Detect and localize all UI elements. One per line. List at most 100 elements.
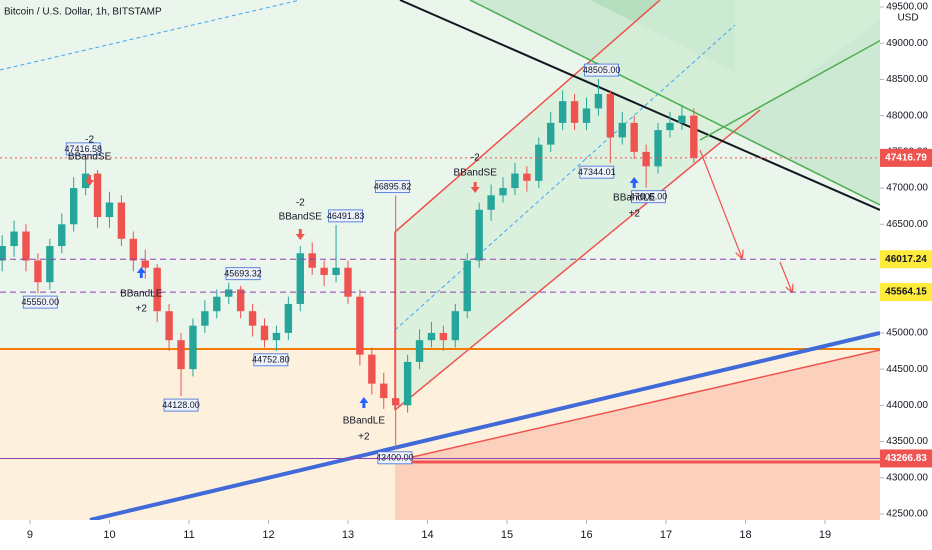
signal-label: BBandLE [120,289,163,300]
candle-body [332,267,340,275]
candle-body [34,260,42,283]
price-label: 46017.24 [885,254,927,265]
signal-qty: +2 [628,209,640,220]
candle-body [58,224,66,247]
price-label-bg [880,283,932,302]
projection-arrow [699,149,742,258]
callout-label: 47416.58 [64,144,102,154]
x-tick-label: 14 [421,529,433,541]
signal-arrow [136,267,146,278]
candle-body [272,332,281,341]
y-tick-label: 48000.00 [886,110,928,121]
callout-box [584,63,619,77]
price-label-bg [880,449,932,468]
callout-box [377,451,413,465]
candle-body [177,340,185,370]
candle-body [46,246,54,283]
callout-box [579,165,615,179]
signal-qty: -2 [85,135,94,146]
signal-label: BBandLE [343,416,386,427]
candle-body [320,267,328,275]
price-label: 47416.79 [885,153,927,164]
y-tick-label: 49000.00 [886,38,928,49]
candle-body [70,188,78,225]
candle-body [344,267,352,297]
x-tick-label: 16 [580,529,592,541]
signal-arrow [470,182,480,193]
signal-qty: +2 [136,304,148,315]
zone-salmon [395,350,880,520]
x-tick-label: 17 [660,529,672,541]
candle-body [415,340,424,362]
callout-label: 44752.80 [252,355,290,365]
candle-body [666,122,674,131]
y-tick-label: 45000.00 [886,328,928,339]
callout-label: 45693.32 [224,269,262,279]
channel-lower [394,109,761,411]
candle-body [511,173,519,189]
callout-label: 46895.82 [374,181,412,191]
callout-box [65,142,101,156]
candle-body [248,311,257,326]
x-tick-label: 11 [183,529,194,541]
signal-label: BBandSE [279,212,323,223]
y-tick-label: 43500.00 [886,436,928,447]
candle-body [403,361,412,406]
candle-body [284,303,293,333]
y-tick-label: 42500.00 [886,509,928,520]
price-label: 45564.15 [885,287,927,298]
candle-body [308,253,316,268]
candle-body [439,332,448,341]
candle-body [213,296,221,312]
callout-box [631,190,666,204]
candle-body [81,173,90,189]
callout-label: 43400.00 [376,453,414,463]
candle-body [642,151,650,167]
y-tick-label: 46500.00 [886,219,928,230]
channel-upper [394,0,661,233]
candle-body [475,209,483,261]
callout-box [22,295,58,309]
candle-body [189,325,197,370]
x-tick-label: 13 [342,529,354,541]
x-tick-label: 10 [103,529,115,541]
candle-body [558,101,567,123]
y-tick-label: 43000.00 [886,472,928,483]
candle-body [260,325,269,341]
callout-label: 44128.00 [162,400,200,410]
channel-fill [395,0,880,410]
channel-mid [394,24,736,331]
candle-body [451,311,460,341]
callout-label: 45550.00 [22,297,60,307]
x-tick-label: 9 [27,529,33,541]
signal-arrow [85,175,95,186]
drawings [0,0,880,520]
candle-body [535,144,543,181]
candle-body [463,260,471,312]
callout-label: 48505.00 [583,65,621,75]
red-support [394,349,880,462]
candle-body [117,202,126,239]
price-label-bg [880,148,932,167]
callout-box [253,353,289,367]
candle-body [582,108,591,123]
y-tick-label: 47000.00 [886,183,928,194]
x-tick-label: 19 [819,529,831,541]
candle-body [630,122,638,152]
callout-label: 47344.01 [578,167,616,177]
callout-box [225,267,261,281]
candle-body [129,238,138,261]
candle-body [165,311,173,341]
candle-body [368,354,376,384]
callout-label: 46491.83 [327,211,365,221]
signal-label: BBandSE [454,168,498,179]
candle-body [0,246,6,261]
signal-arrow [359,397,369,408]
axis-unit: USD [897,13,918,24]
green-trend [469,0,880,206]
green-rise [699,39,880,141]
candle-body [10,231,18,247]
candle-body [22,231,30,261]
x-tick-label: 18 [739,529,751,541]
candle-body [570,101,579,123]
